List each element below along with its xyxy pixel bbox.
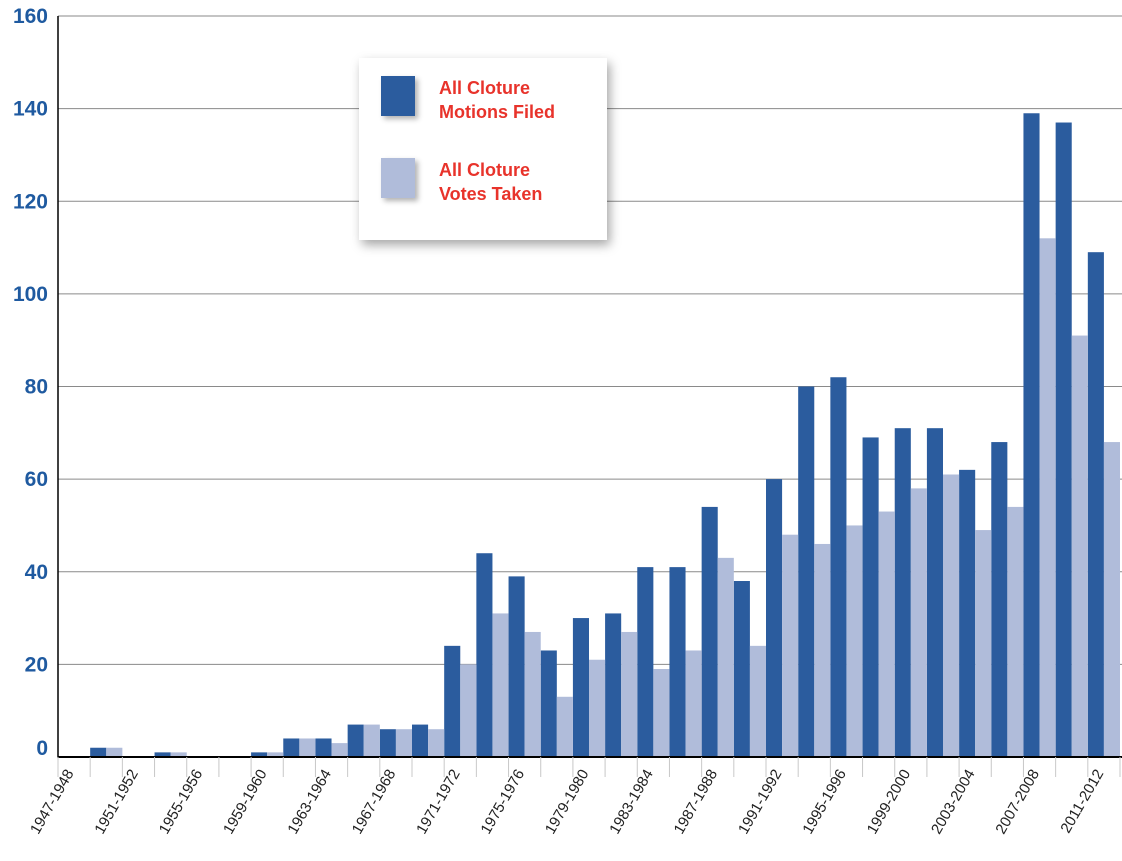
- bar-votes-taken: [685, 650, 702, 757]
- y-tick-label: 160: [13, 5, 48, 28]
- x-tick-label: 1983-1984: [606, 767, 657, 838]
- bar-motions-filed: [1087, 252, 1104, 757]
- bar-votes-taken: [621, 631, 638, 757]
- bar-votes-taken: [106, 747, 123, 757]
- bar-votes-taken: [589, 659, 606, 757]
- bar-motions-filed: [379, 729, 396, 757]
- x-tick-label: 1975-1976: [478, 767, 529, 838]
- bar-motions-filed: [894, 428, 911, 757]
- bar-motions-filed: [315, 738, 332, 757]
- bar-motions-filed: [444, 645, 461, 757]
- bar-votes-taken: [267, 752, 284, 757]
- x-tick-label: 1979-1980: [542, 767, 593, 838]
- x-tick-label: 1999-2000: [864, 767, 915, 838]
- bar-motions-filed: [862, 437, 879, 757]
- y-axis: 0 20 40 60 80 100 120 140 160: [13, 5, 59, 760]
- bar-votes-taken: [395, 729, 412, 757]
- x-tick-label: 1987-1988: [671, 767, 722, 838]
- bar-motions-filed: [701, 506, 718, 757]
- bar-votes-taken: [878, 511, 895, 757]
- bar-motions-filed: [412, 724, 429, 757]
- bar-motions-filed: [798, 386, 815, 757]
- bar-motions-filed: [251, 752, 268, 757]
- bar-votes-taken: [749, 645, 766, 757]
- bar-votes-taken: [170, 752, 187, 757]
- y-tick-label: 100: [13, 283, 48, 306]
- bar-motions-filed: [90, 747, 107, 757]
- bar-votes-taken: [814, 543, 831, 757]
- bar-motions-filed: [283, 738, 300, 757]
- legend-swatch-votes-taken: [381, 158, 415, 198]
- y-tick-label: 140: [13, 98, 48, 121]
- y-tick-label: 120: [13, 190, 48, 213]
- x-tick-label: 1947-1948: [27, 767, 78, 838]
- bar-motions-filed: [605, 613, 622, 757]
- bar-motions-filed: [669, 567, 686, 757]
- bar-votes-taken: [782, 534, 799, 757]
- y-tick-label: 40: [25, 561, 48, 584]
- bar-votes-taken: [363, 724, 380, 757]
- legend-item-votes-taken: All Cloture Votes Taken: [381, 158, 589, 206]
- bar-votes-taken: [653, 669, 670, 757]
- bar-votes-taken: [556, 696, 573, 757]
- legend: All Cloture Motions Filed All Cloture Vo…: [359, 58, 607, 240]
- x-tick-label: 1963-1964: [284, 767, 335, 838]
- x-tick-label: 1971-1972: [413, 767, 464, 838]
- bar-motions-filed: [766, 479, 783, 758]
- x-axis: 1947-1948 1951-1952 1955-1956 1959-1960 1963…: [27, 756, 1122, 838]
- bar-votes-taken: [524, 631, 541, 757]
- bar-votes-taken: [1039, 238, 1056, 758]
- legend-swatch-motions-filed: [381, 76, 415, 116]
- bar-motions-filed: [508, 576, 525, 757]
- bar-votes-taken: [717, 557, 734, 757]
- bar-motions-filed: [1023, 113, 1040, 757]
- x-tick-label: 2003-2004: [928, 767, 979, 838]
- legend-label-votes-taken: All Cloture Votes Taken: [439, 160, 543, 204]
- x-tick-label: 1991-1992: [735, 767, 786, 838]
- bar-motions-filed: [476, 553, 493, 757]
- x-tick-label: 1967-1968: [349, 767, 400, 838]
- legend-label-motions-filed: All Cloture Motions Filed: [439, 78, 555, 122]
- x-tick-label: 2007-2008: [992, 767, 1043, 838]
- y-tick-label: 80: [25, 376, 48, 399]
- bar-motions-filed: [830, 377, 847, 757]
- bar-votes-taken: [1103, 442, 1120, 757]
- bar-motions-filed: [733, 581, 750, 757]
- bar-votes-taken: [460, 664, 477, 758]
- legend-item-motions-filed: All Cloture Motions Filed: [381, 76, 589, 124]
- y-tick-label: 0: [36, 737, 48, 760]
- bar-motions-filed: [959, 469, 976, 757]
- y-tick-label: 20: [25, 653, 48, 676]
- bar-votes-taken: [1071, 335, 1088, 757]
- bar-motions-filed: [637, 567, 654, 757]
- bar-votes-taken: [975, 530, 992, 757]
- x-tick-label: 1951-1952: [91, 767, 142, 838]
- bar-votes-taken: [910, 488, 927, 757]
- bar-votes-taken: [299, 738, 316, 757]
- bar-motions-filed: [540, 650, 557, 757]
- x-tick-label: 1959-1960: [220, 767, 271, 838]
- bar-votes-taken: [331, 743, 348, 757]
- bar-motions-filed: [1055, 122, 1072, 757]
- x-tick-label: 1955-1956: [156, 767, 207, 838]
- bar-motions-filed: [347, 724, 364, 757]
- bars: [90, 113, 1120, 758]
- bar-motions-filed: [572, 618, 589, 757]
- bar-votes-taken: [943, 474, 960, 757]
- bar-motions-filed: [926, 428, 943, 757]
- bar-motions-filed: [154, 752, 171, 757]
- bar-votes-taken: [846, 525, 863, 757]
- x-tick-label: 1995-1996: [799, 767, 850, 838]
- bar-motions-filed: [991, 442, 1008, 757]
- bar-votes-taken: [1007, 506, 1024, 757]
- x-tick-label: 2011-2012: [1057, 767, 1107, 837]
- bar-votes-taken: [428, 729, 445, 757]
- bar-votes-taken: [492, 613, 509, 757]
- y-tick-label: 60: [25, 468, 48, 491]
